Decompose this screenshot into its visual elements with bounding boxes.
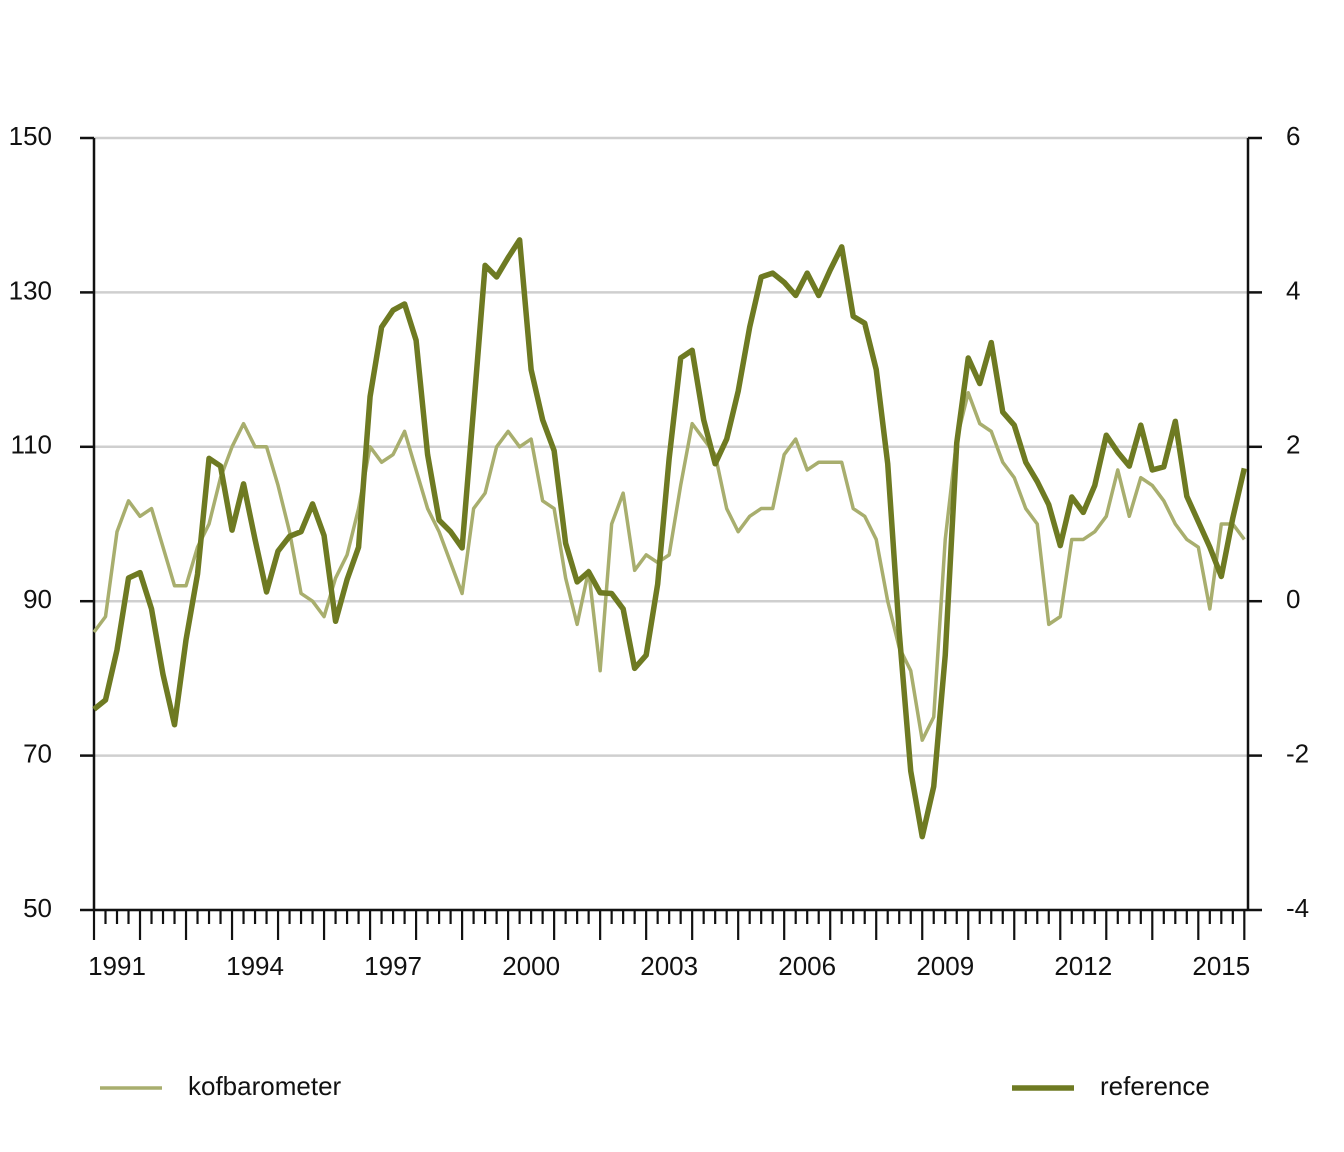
legend-label: reference [1100,1071,1210,1101]
x-tick-label: 2012 [1054,951,1112,981]
y2-tick-label: 0 [1286,584,1300,614]
x-tick-label: 1994 [226,951,284,981]
y-tick-label: 150 [9,121,52,151]
y2-tick-label: 6 [1286,121,1300,151]
y-tick-label: 110 [11,430,52,460]
y-tick-label: 70 [23,738,52,768]
y2-tick-label: -4 [1286,893,1309,923]
x-tick-label: 2015 [1192,951,1250,981]
y2-tick-label: 2 [1286,430,1300,460]
x-tick-label: 1991 [88,951,146,981]
x-tick-label: 2006 [778,951,836,981]
y2-tick-label: 4 [1286,275,1300,305]
series-line [92,391,1246,742]
y-tick-label: 50 [23,893,52,923]
series-line [92,237,1247,840]
x-tick-label: 2009 [916,951,974,981]
x-tick-label: 2000 [502,951,560,981]
y-tick-label: 90 [23,584,52,614]
x-tick-label: 2003 [640,951,698,981]
legend-label: kofbarometer [188,1071,342,1101]
x-tick-label: 1997 [364,951,422,981]
y-tick-label: 130 [9,275,52,305]
y2-tick-label: -2 [1286,738,1309,768]
